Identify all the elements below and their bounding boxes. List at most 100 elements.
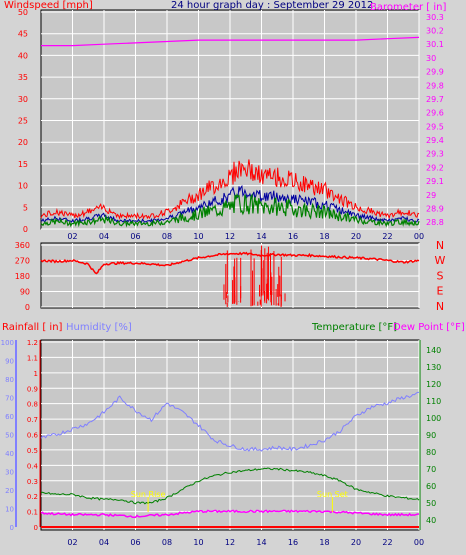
rain-tick-label: 0.1 xyxy=(27,509,38,517)
humidity-tick-label: 50 xyxy=(5,432,14,440)
x-tick-label: 16 xyxy=(288,538,298,547)
x-tick-label: 12 xyxy=(225,538,235,547)
humidity-tick-label: 40 xyxy=(5,450,14,458)
temperature-tick-label: 130 xyxy=(426,363,441,372)
barometer-tick-label: 30 xyxy=(426,54,436,63)
compass-tick-label: S xyxy=(437,269,444,282)
x-tick-label: 22 xyxy=(382,232,392,241)
rain-tick-label: 0.9 xyxy=(27,385,38,393)
rainfall-axis-label: Rainfall [ in] xyxy=(2,322,63,333)
barometer-tick-label: 30.3 xyxy=(426,13,444,22)
direction-tick-label: 270 xyxy=(15,257,30,266)
rain-tick-label: 0.2 xyxy=(27,493,38,501)
x-tick-label: 12 xyxy=(225,232,235,241)
rain-tick-label: 0.6 xyxy=(27,432,39,440)
barometer-axis-label: Barometer [ in] xyxy=(370,2,446,13)
x-tick-label: 10 xyxy=(193,232,203,241)
x-tick-label: 00 xyxy=(414,538,424,547)
temperature-line xyxy=(40,467,420,505)
compass-tick-label: N xyxy=(436,300,444,313)
series-layer xyxy=(40,36,420,528)
humidity-tick-label: 70 xyxy=(5,395,14,403)
barometer-tick-label: 29.1 xyxy=(426,177,444,186)
sunset-label: Sun Set xyxy=(317,490,348,499)
temperature-tick-label: 70 xyxy=(426,465,436,474)
barometer-tick-label: 29.9 xyxy=(426,68,444,77)
windspeed-tick-label: 5 xyxy=(23,203,28,212)
x-tick-label: 08 xyxy=(162,538,172,547)
barometer-line xyxy=(41,36,420,47)
temperature-tick-label: 80 xyxy=(426,448,436,457)
windspeed-tick-label: 15 xyxy=(18,160,28,169)
sunrise-label: Sun Rise xyxy=(131,490,166,499)
temperature-axis-label: Temperature [°F] xyxy=(311,322,397,333)
rain-tick-label: 1 xyxy=(34,370,38,378)
windspeed-average-line xyxy=(40,184,420,224)
barometer-tick-label: 30.1 xyxy=(426,40,444,49)
compass-tick-label: W xyxy=(435,254,446,267)
windspeed-tick-label: 50 xyxy=(18,8,28,17)
temperature-tick-label: 60 xyxy=(426,482,436,491)
rain-tick-label: 0.8 xyxy=(27,401,38,409)
barometer-tick-label: 29 xyxy=(426,191,436,200)
x-tick-label: 18 xyxy=(319,232,329,241)
barometer-tick-label: 29.2 xyxy=(426,163,444,172)
humidity-tick-label: 20 xyxy=(5,487,14,495)
rain-tick-label: 0.7 xyxy=(27,416,38,424)
wind-direction-line xyxy=(40,251,420,275)
rain-tick-label: 0.5 xyxy=(27,447,38,455)
barometer-tick-label: 28.8 xyxy=(426,218,444,227)
humidity-tick-label: 90 xyxy=(5,358,14,366)
x-tick-label: 14 xyxy=(256,232,266,241)
barometer-tick-label: 29.6 xyxy=(426,109,444,118)
dewpoint-line xyxy=(40,509,420,519)
x-tick-label: 16 xyxy=(288,232,298,241)
temperature-tick-label: 40 xyxy=(426,516,436,525)
compass-tick-label: E xyxy=(437,285,444,298)
x-tick-label: 20 xyxy=(351,232,361,241)
x-tick-label: 00 xyxy=(414,232,424,241)
rain-tick-label: 0.4 xyxy=(27,462,39,470)
windspeed-gust-line xyxy=(40,159,420,220)
windspeed-axis-label: Windspeed [mph] xyxy=(4,0,93,11)
humidity-tick-label: 80 xyxy=(5,376,14,384)
humidity-axis-label: Humidity [%] xyxy=(66,322,132,333)
barometer-tick-label: 29.4 xyxy=(426,136,444,145)
x-tick-label: 06 xyxy=(130,232,140,241)
x-tick-label: 08 xyxy=(162,232,172,241)
rain-tick-label: 0.3 xyxy=(27,478,38,486)
direction-tick-label: 180 xyxy=(15,272,30,281)
humidity-tick-label: 60 xyxy=(5,413,14,421)
x-tick-label: 20 xyxy=(351,538,361,547)
windspeed-low-line xyxy=(40,193,420,228)
barometer-tick-label: 29.8 xyxy=(426,81,444,90)
rain-tick-label: 0 xyxy=(34,524,38,532)
barometer-tick-label: 29.3 xyxy=(426,150,444,159)
temperature-tick-label: 50 xyxy=(426,499,436,508)
barometer-tick-label: 28.9 xyxy=(426,204,444,213)
tick-labels: 0202040406060808101012121414161618182020… xyxy=(1,8,446,547)
direction-tick-label: 360 xyxy=(15,241,30,250)
x-tick-label: 18 xyxy=(319,538,329,547)
dewpoint-axis-label: Dew Point [°F] xyxy=(393,322,465,333)
grid-lines xyxy=(15,10,421,530)
humidity-tick-label: 10 xyxy=(5,506,14,514)
x-tick-label: 04 xyxy=(99,232,109,241)
direction-tick-label: 0 xyxy=(25,303,30,312)
temperature-tick-label: 120 xyxy=(426,380,441,389)
windspeed-tick-label: 25 xyxy=(18,117,28,126)
barometer-tick-label: 30.2 xyxy=(426,27,444,36)
humidity-tick-label: 30 xyxy=(5,469,14,477)
x-tick-label: 02 xyxy=(67,538,77,547)
x-tick-label: 06 xyxy=(130,538,140,547)
windspeed-tick-label: 45 xyxy=(18,30,28,39)
windspeed-tick-label: 30 xyxy=(18,95,28,104)
temperature-tick-label: 100 xyxy=(426,414,441,423)
x-tick-label: 10 xyxy=(193,538,203,547)
temperature-tick-label: 90 xyxy=(426,431,436,440)
chart-title: 24 hour graph day : September 29 2012 xyxy=(171,0,373,11)
humidity-tick-label: 0 xyxy=(10,524,14,532)
x-tick-label: 04 xyxy=(99,538,109,547)
windspeed-tick-label: 35 xyxy=(18,73,28,82)
